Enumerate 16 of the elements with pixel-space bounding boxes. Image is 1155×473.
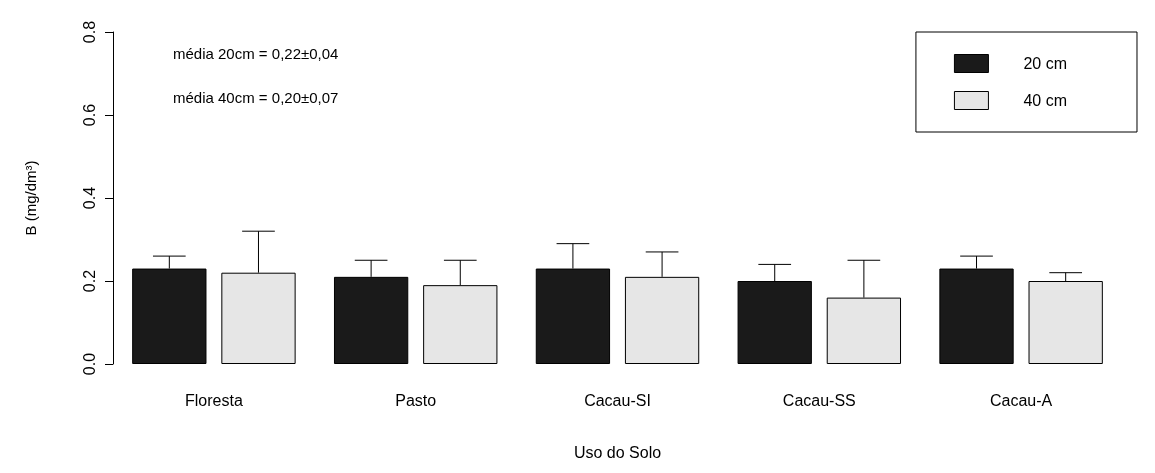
x-tick-label: Pasto <box>395 391 437 409</box>
y-tick-label: 0.8 <box>80 20 98 44</box>
annotation: média 20cm = 0,22±0,04 <box>173 45 339 62</box>
x-axis-title: Uso do Solo <box>573 443 662 461</box>
legend-label: 20 cm <box>1023 55 1068 72</box>
y-tick-label: 0.6 <box>80 103 98 127</box>
y-axis-title: B (mg/dm³) <box>22 160 39 236</box>
x-tick-label: Floresta <box>185 391 243 409</box>
y-tick-label: 0.4 <box>80 186 98 210</box>
annotation: média 40cm = 0,20±0,07 <box>173 89 339 106</box>
y-tick-label: 0.0 <box>80 352 98 376</box>
y-tick-label: 0.2 <box>80 269 98 293</box>
x-tick-label: Cacau-SS <box>782 391 856 409</box>
legend-label: 40 cm <box>1023 92 1068 109</box>
x-tick-label: Cacau-SI <box>584 391 651 409</box>
x-tick-label: Cacau-A <box>989 391 1053 409</box>
